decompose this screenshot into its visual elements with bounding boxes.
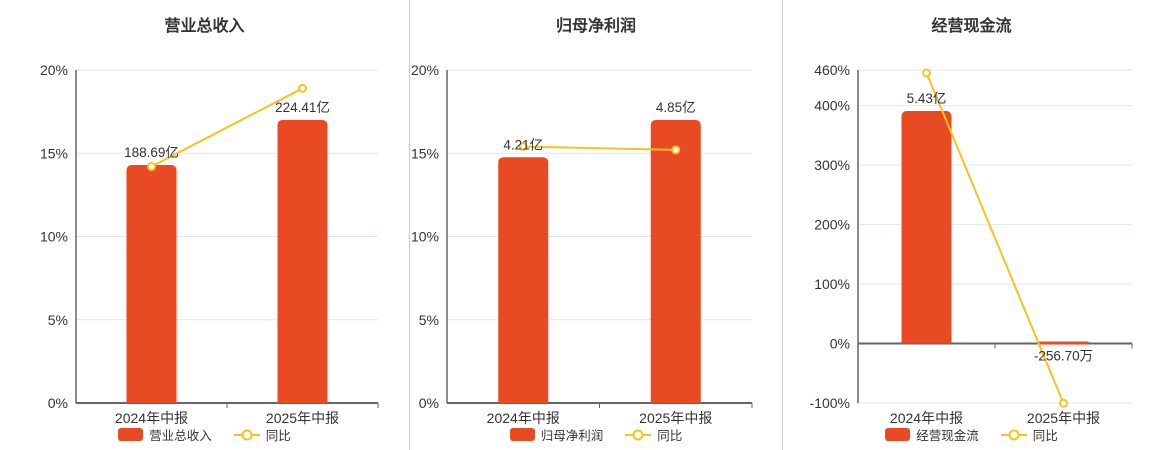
category-label: 2024年中报 [890, 410, 963, 426]
y-tick-label: 10% [40, 229, 68, 245]
y-tick-label: 0% [48, 395, 68, 411]
line-marker-icon [233, 429, 260, 440]
bar-swatch-icon [118, 428, 144, 441]
legend-label: 同比 [1032, 429, 1058, 443]
yoy-marker[interactable] [518, 142, 528, 152]
bar-swatch-icon [885, 428, 911, 441]
chart-legend: 经营现金流 同比 [783, 425, 1160, 444]
legend-item-yoy-series[interactable]: 同比 [233, 425, 291, 444]
y-tick-label: 5% [48, 312, 68, 328]
cash-flow-chart: 460% 400% 300% 200% 100% 0% -100% 2024年中报 2025年中… [810, 62, 1133, 426]
legend-label: 归母净利润 [540, 429, 604, 443]
y-tick-label: 200% [814, 217, 850, 233]
bar-negative[interactable] [1038, 341, 1089, 345]
bar[interactable] [498, 157, 549, 403]
y-tick-label: 0% [419, 395, 439, 411]
category-label: 2025年中报 [1027, 410, 1100, 426]
yoy-marker[interactable] [147, 162, 156, 172]
category-label: 2025年中报 [266, 410, 339, 426]
category-label: 2025年中报 [639, 410, 712, 426]
chart-legend: 营业总收入 同比 [0, 425, 409, 444]
category-label: 2024年中报 [115, 410, 188, 426]
bar[interactable] [126, 165, 177, 403]
y-tick-label: 10% [411, 229, 439, 245]
legend-item-bar-series[interactable]: 营业总收入 [118, 425, 212, 444]
y-tick-label: 460% [814, 62, 850, 78]
bar[interactable] [650, 119, 701, 403]
yoy-marker[interactable] [671, 145, 681, 155]
y-tick-label: 100% [814, 276, 850, 292]
chart-title-net-profit: 归母净利润 [555, 18, 636, 35]
y-tick-label: 20% [40, 62, 68, 78]
chart-panel-revenue: 营业总收入 20% 15% 10% 5% 0% 2024年中报 2025年中报 188.69亿… [0, 0, 409, 450]
legend-item-yoy-series[interactable]: 同比 [625, 425, 682, 444]
line-marker-icon [625, 429, 652, 440]
y-tick-label: 300% [814, 157, 850, 173]
legend-item-yoy-series[interactable]: 同比 [1000, 425, 1058, 444]
line-marker-icon [1000, 429, 1027, 440]
yoy-marker[interactable] [922, 68, 931, 78]
bar[interactable] [901, 111, 952, 344]
value-label: 5.43亿 [907, 91, 947, 106]
legend-item-bar-series[interactable]: 归母净利润 [509, 425, 604, 444]
y-tick-label: 400% [814, 98, 850, 114]
bar[interactable] [277, 119, 328, 403]
legend-item-bar-series[interactable]: 经营现金流 [885, 425, 979, 444]
value-label: 4.85亿 [656, 100, 696, 115]
chart-title-cash-flow: 经营现金流 [931, 18, 1012, 35]
chart-legend: 归母净利润 同比 [410, 425, 782, 444]
revenue-chart: 20% 15% 10% 5% 0% 2024年中报 2025年中报 188.69亿 224.41… [40, 62, 379, 426]
value-label: 4.21亿 [503, 137, 543, 152]
y-tick-label: 20% [411, 62, 439, 78]
y-tick-label: -100% [810, 395, 850, 411]
yoy-marker[interactable] [1059, 398, 1068, 408]
chart-panel-cash-flow: 经营现金流 460% 400% 300% 200% 100% 0% -100% 2024年中报… [782, 0, 1160, 450]
chart-panel-net-profit: 归母净利润 20% 15% 10% 5% 0% 2024年中报 2025年中报 4.21亿 4.… [409, 0, 782, 450]
y-tick-label: 15% [411, 145, 439, 161]
bar-swatch-icon [509, 428, 535, 441]
legend-label: 同比 [265, 429, 291, 443]
yoy-line [151, 87, 303, 168]
value-label: 188.69亿 [124, 145, 179, 160]
legend-label: 同比 [657, 429, 683, 443]
y-tick-label: 5% [419, 312, 439, 328]
y-tick-label: 15% [40, 145, 68, 161]
yoy-line [523, 145, 676, 151]
y-tick-label: 0% [830, 336, 850, 352]
category-label: 2024年中报 [487, 410, 560, 426]
chart-title-revenue: 营业总收入 [164, 18, 245, 35]
value-label: 224.41亿 [275, 100, 330, 115]
net-profit-chart: 20% 15% 10% 5% 0% 2024年中报 2025年中报 4.21亿 4.85亿 [411, 62, 753, 426]
legend-label: 营业总收入 [149, 429, 212, 443]
legend-label: 经营现金流 [916, 429, 979, 443]
value-label: -256.70万 [1034, 349, 1093, 364]
yoy-line [925, 72, 1065, 404]
yoy-marker[interactable] [298, 83, 307, 93]
